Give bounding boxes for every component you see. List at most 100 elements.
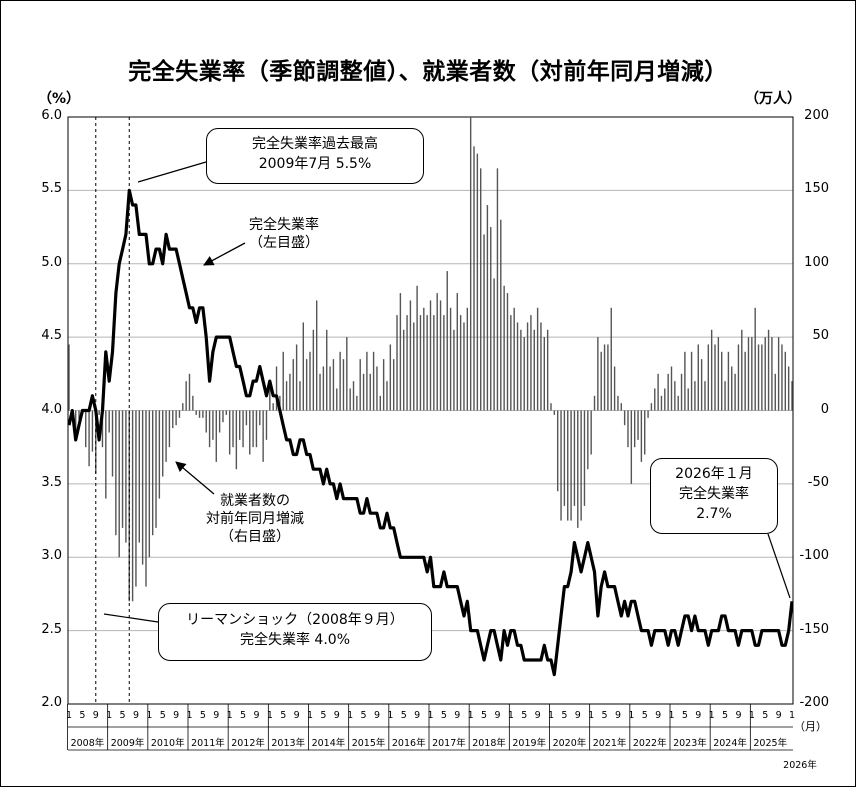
month-tick-label: 1: [186, 710, 193, 721]
right-axis-tick-label: 100: [804, 254, 829, 270]
peak-callout-line2: 2009年7月 5.5%: [258, 156, 372, 172]
peak-callout-line1: 完全失業率過去最高: [252, 136, 378, 152]
month-tick-label: 5: [722, 710, 729, 721]
employment-bar: [85, 410, 87, 448]
month-tick-label: 5: [681, 710, 688, 721]
employment-bar: [91, 410, 94, 452]
employment-bar: [503, 285, 505, 411]
emp-label-line2: 対前年同月増減: [206, 511, 304, 527]
employment-bar: [198, 410, 201, 418]
employment-bar: [674, 381, 676, 411]
year-tick-label: 2021年: [592, 738, 627, 749]
employment-bar: [426, 315, 428, 411]
year-tick-label: 2022年: [632, 738, 667, 749]
employment-bar: [319, 373, 321, 411]
employment-series-label: 就業者数の 対前年同月増減 （右目盛）: [190, 492, 320, 546]
month-tick-label: 5: [320, 710, 327, 721]
latest-callout-line1: 2026年１月: [675, 466, 753, 482]
employment-bar: [158, 410, 161, 499]
employment-bar: [587, 410, 589, 470]
left-axis-tick-label: 6.0: [41, 108, 62, 123]
employment-bar: [560, 410, 562, 521]
month-tick-label: 1: [748, 710, 755, 721]
employment-bar: [597, 337, 599, 411]
month-tick-label: 5: [641, 710, 648, 721]
right-axis-tick-label: 0: [820, 401, 829, 417]
employment-bar: [583, 410, 586, 506]
year-tick-label: 2015年: [351, 738, 386, 749]
employment-bar: [218, 410, 221, 433]
employment-bar: [309, 351, 311, 411]
unemployment-rate-line: [67, 188, 794, 677]
employment-bar: [272, 403, 274, 411]
employment-bar: [265, 410, 268, 440]
employment-bar: [556, 410, 559, 492]
employment-bar: [245, 410, 248, 426]
employment-bar: [751, 337, 753, 411]
month-tick-label: 1: [307, 710, 314, 721]
employment-bar: [784, 351, 787, 411]
left-axis-unit: （%）: [38, 91, 81, 107]
employment-bar: [141, 410, 144, 565]
employment-bar: [222, 410, 224, 423]
left-axis-tick-label: 5.5: [41, 181, 62, 197]
employment-bar: [416, 285, 418, 411]
employment-bar: [386, 381, 388, 411]
month-tick-label: 1: [387, 710, 394, 721]
right-axis-tick-label: -100: [799, 548, 829, 564]
month-tick-label: 1: [347, 710, 354, 721]
employment-bar: [336, 388, 338, 411]
year-tick-label: 2009年: [110, 738, 145, 749]
employment-bar: [644, 410, 646, 455]
year-tick-label: 2011年: [191, 738, 225, 749]
employment-bar: [727, 351, 730, 411]
employment-bar: [168, 410, 171, 448]
employment-bar: [302, 322, 305, 411]
month-tick-label: 9: [373, 710, 380, 721]
plot-area: [67, 116, 794, 705]
employment-bar: [667, 373, 669, 411]
employment-bar: [406, 315, 408, 411]
month-tick-label: 9: [92, 710, 99, 721]
employment-bar: [721, 351, 723, 411]
employment-bar: [600, 351, 602, 411]
employment-bar: [633, 410, 636, 448]
employment-bar: [617, 395, 619, 411]
month-tick-label: 9: [494, 710, 501, 721]
employment-bar: [292, 359, 294, 411]
employment-bar: [714, 344, 716, 411]
employment-bar: [536, 307, 539, 411]
employment-bar: [550, 403, 552, 411]
month-tick-label: 9: [775, 710, 782, 721]
employment-bar: [392, 359, 395, 411]
employment-bar: [774, 373, 776, 411]
employment-bar: [781, 344, 783, 411]
employment-bar: [382, 359, 385, 411]
rate-label-line1: 完全失業率: [249, 217, 319, 233]
employment-bar: [352, 381, 355, 411]
employment-bar: [734, 373, 736, 411]
month-tick-label: 1: [507, 710, 514, 721]
month-tick-label: 9: [253, 710, 260, 721]
employment-bar: [433, 315, 435, 411]
month-tick-label: 1: [266, 710, 273, 721]
month-tick-label: 1: [668, 710, 675, 721]
month-tick-label: 9: [414, 710, 421, 721]
employment-bar: [68, 344, 70, 411]
right-axis-tick-label: -200: [799, 695, 829, 710]
year-tick-label: 2008年: [70, 738, 105, 749]
employment-bar: [540, 322, 542, 411]
latest-callout-line3: 2.7%: [696, 506, 732, 522]
employment-bar: [105, 410, 107, 499]
employment-bar: [289, 373, 291, 411]
employment-bar: [255, 410, 258, 448]
month-tick-label: 5: [601, 710, 608, 721]
latest-callout-line2: 完全失業率: [679, 486, 749, 502]
employment-bar: [285, 381, 288, 411]
employment-bar: [399, 293, 402, 411]
employment-bar: [151, 410, 154, 536]
year-tick-label: 2023年: [673, 738, 707, 749]
employment-bar: [78, 410, 80, 420]
employment-bar: [118, 410, 120, 558]
employment-bar: [680, 373, 683, 411]
